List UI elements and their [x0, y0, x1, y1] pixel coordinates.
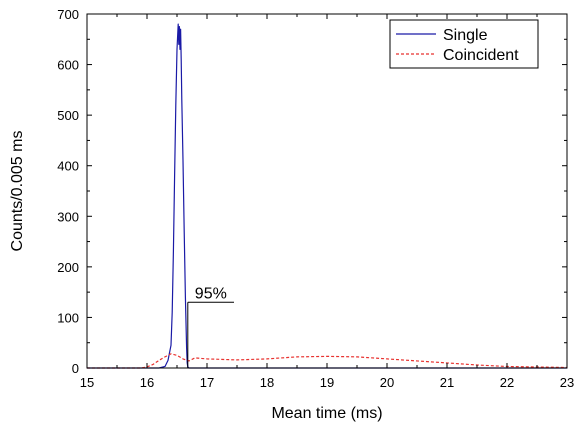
series-layer	[87, 24, 567, 368]
y-tick-label: 200	[57, 260, 79, 275]
legend-label-single: Single	[443, 27, 488, 44]
x-tick-label: 21	[440, 375, 454, 390]
x-tick-label: 16	[140, 375, 154, 390]
x-tick-label: 17	[200, 375, 214, 390]
y-tick-label: 500	[57, 108, 79, 123]
legend-label-coincident: Coincident	[443, 47, 519, 64]
y-axis-title: Counts/0.005 ms	[9, 131, 26, 252]
annotation-label: 95%	[195, 285, 227, 302]
x-tick-label: 22	[500, 375, 514, 390]
series-line-single	[87, 24, 567, 368]
legend: Single Coincident	[390, 20, 538, 68]
y-tick-label: 0	[72, 361, 79, 376]
y-tick-label: 600	[57, 58, 79, 73]
x-tick-label: 19	[320, 375, 334, 390]
x-tick-label: 20	[380, 375, 394, 390]
x-axis-title: Mean time (ms)	[271, 405, 382, 422]
y-tick-label: 400	[57, 159, 79, 174]
y-tick-label: 300	[57, 209, 79, 224]
x-tick-label: 15	[80, 375, 94, 390]
y-tick-label: 100	[57, 310, 79, 325]
annotation-layer: 95%	[188, 285, 234, 368]
x-tick-label: 18	[260, 375, 274, 390]
x-tick-label: 23	[560, 375, 574, 390]
y-tick-label: 700	[57, 7, 79, 22]
axes-layer: 15 16 17 18 19 20 21 22 23 0 100 200 300 400 500 600 700…	[9, 7, 574, 422]
